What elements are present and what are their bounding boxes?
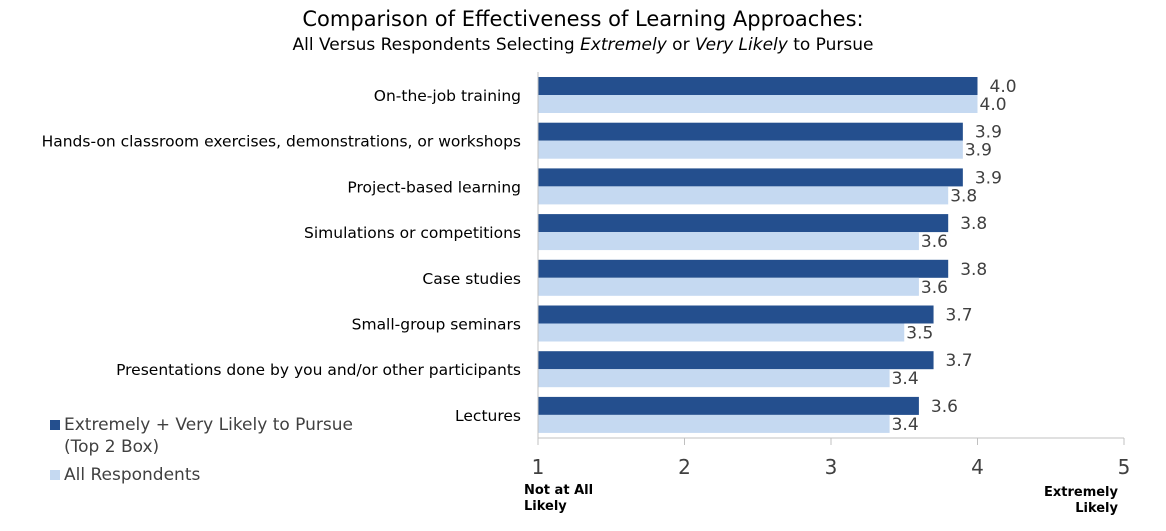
- data-label: 3.5: [906, 324, 933, 344]
- data-label: 3.8: [960, 214, 987, 234]
- category-label: Simulations or competitions: [304, 224, 521, 242]
- bar: [538, 122, 963, 141]
- data-label: 3.8: [950, 186, 977, 206]
- data-label: 3.9: [975, 123, 1002, 143]
- axis-end-label-right: Extremely Likely: [1044, 485, 1118, 517]
- chart-title: Comparison of Effectiveness of Learning …: [302, 7, 864, 31]
- x-tick-label: 5: [1118, 455, 1131, 479]
- data-label: 4.0: [990, 77, 1017, 97]
- subtitle-part-italic: Extremely: [580, 35, 667, 55]
- bar: [538, 214, 949, 233]
- data-label: 4.0: [980, 95, 1007, 115]
- bar: [538, 396, 919, 415]
- bar: [538, 77, 978, 95]
- bar: [538, 259, 949, 278]
- data-label: 3.4: [892, 415, 919, 435]
- x-tick-label: 3: [825, 455, 838, 479]
- category-label: Case studies: [422, 270, 521, 288]
- axis-end-label-line: Likely: [1075, 501, 1118, 516]
- x-tick-label: 2: [678, 455, 691, 479]
- data-label: 3.9: [975, 168, 1002, 188]
- subtitle-part: All Versus Respondents Selecting: [292, 35, 581, 55]
- legend-label-line: (Top 2 Box): [64, 437, 160, 457]
- bar: [538, 305, 934, 324]
- legend-item-all: All Respondents: [50, 464, 353, 486]
- axis-end-label-left: Not at All Likely: [524, 483, 593, 515]
- legend-label-line: Extremely + Very Likely to Pursue: [64, 415, 353, 435]
- legend-swatch-all: [50, 470, 60, 480]
- bar: [538, 323, 905, 342]
- bar: [538, 168, 963, 187]
- x-tick-label: 1: [532, 455, 545, 479]
- data-label: 3.6: [921, 278, 948, 298]
- subtitle-part: or: [666, 35, 695, 55]
- category-label: Presentations done by you and/or other p…: [116, 361, 521, 379]
- legend-item-top2: Extremely + Very Likely to Pursue (Top 2…: [50, 414, 353, 458]
- bar: [538, 351, 934, 370]
- subtitle-part: to Pursue: [787, 35, 874, 55]
- bar: [538, 95, 978, 113]
- x-tick-label: 4: [971, 455, 984, 479]
- bar: [538, 232, 919, 251]
- axis-end-label-line: Extremely: [1043, 485, 1118, 500]
- category-label: On-the-job training: [374, 87, 521, 105]
- bar: [538, 369, 890, 388]
- category-label: Project-based learning: [347, 178, 521, 196]
- subtitle-part-italic: Very Likely: [694, 35, 788, 55]
- bar: [538, 140, 963, 159]
- legend-label-all: All Respondents: [64, 465, 201, 485]
- category-label: Small-group seminars: [352, 316, 521, 334]
- legend-swatch-top2: [50, 420, 60, 430]
- data-label: 3.7: [946, 306, 973, 326]
- data-label: 3.4: [892, 369, 919, 389]
- bar: [538, 277, 919, 296]
- chart-subtitle: All Versus Respondents Selecting Extreme…: [0, 34, 1166, 56]
- category-label: Lectures: [455, 407, 521, 425]
- data-label: 3.9: [965, 141, 992, 161]
- data-label: 3.8: [960, 260, 987, 280]
- axis-end-label-line: Likely: [524, 499, 567, 514]
- data-label: 3.6: [931, 397, 958, 417]
- data-label: 3.7: [946, 351, 973, 371]
- bar: [538, 186, 949, 205]
- legend-label-top2: Extremely + Very Likely to Pursue (Top 2…: [64, 414, 353, 458]
- category-label: Hands-on classroom exercises, demonstrat…: [42, 133, 521, 151]
- bar: [538, 414, 890, 433]
- legend: Extremely + Very Likely to Pursue (Top 2…: [50, 414, 353, 492]
- data-label: 3.6: [921, 232, 948, 252]
- axis-end-label-line: Not at All: [524, 483, 594, 498]
